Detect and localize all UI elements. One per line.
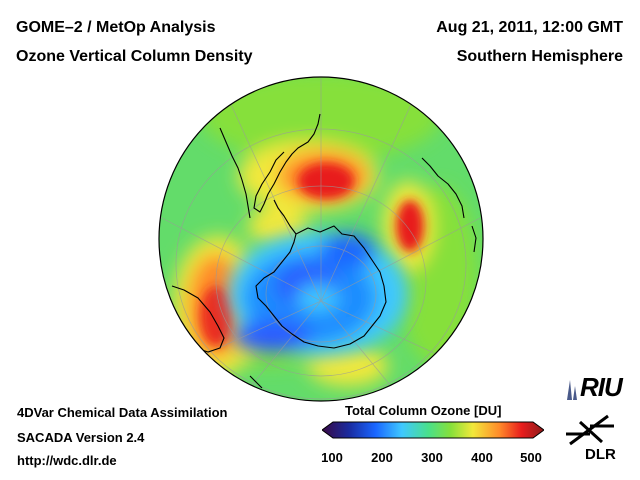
title-line1: GOME–2 / MetOp Analysis — [16, 19, 216, 36]
ozone-field — [159, 77, 483, 401]
graticule — [159, 77, 483, 401]
colorbar — [322, 421, 544, 439]
globe-outline — [158, 76, 484, 402]
date-label: Aug 21, 2011, 12:00 GMT — [436, 19, 623, 36]
dlr-logo-icon — [566, 414, 614, 446]
madagascar — [471, 225, 477, 253]
colorbar-tick: 300 — [421, 450, 443, 465]
riu-logo-icon — [567, 380, 577, 400]
colorbar-tick: 400 — [471, 450, 493, 465]
antarctica-coast — [255, 225, 387, 349]
region-label: Southern Hemisphere — [456, 48, 623, 65]
south-america-west — [219, 127, 251, 219]
riu-logo-text: RIU — [580, 372, 623, 402]
footer-line1: 4DVar Chemical Data Assimilation — [17, 405, 228, 420]
footer-url[interactable]: http://wdc.dlr.de — [17, 453, 117, 468]
colorbar-title: Total Column Ozone [DU] — [345, 403, 502, 418]
colorbar-tick: 100 — [321, 450, 343, 465]
africa-coast — [421, 157, 465, 219]
colorbar-tick: 500 — [520, 450, 542, 465]
ozone-globe-map — [158, 76, 484, 402]
title-line2: Ozone Vertical Column Density — [16, 48, 253, 65]
south-america-coast — [253, 113, 321, 213]
antarctic-peninsula — [273, 199, 297, 235]
dlr-logo-text: DLR — [585, 446, 616, 463]
colorbar-tick: 200 — [371, 450, 393, 465]
footer-line2: SACADA Version 2.4 — [17, 430, 145, 445]
